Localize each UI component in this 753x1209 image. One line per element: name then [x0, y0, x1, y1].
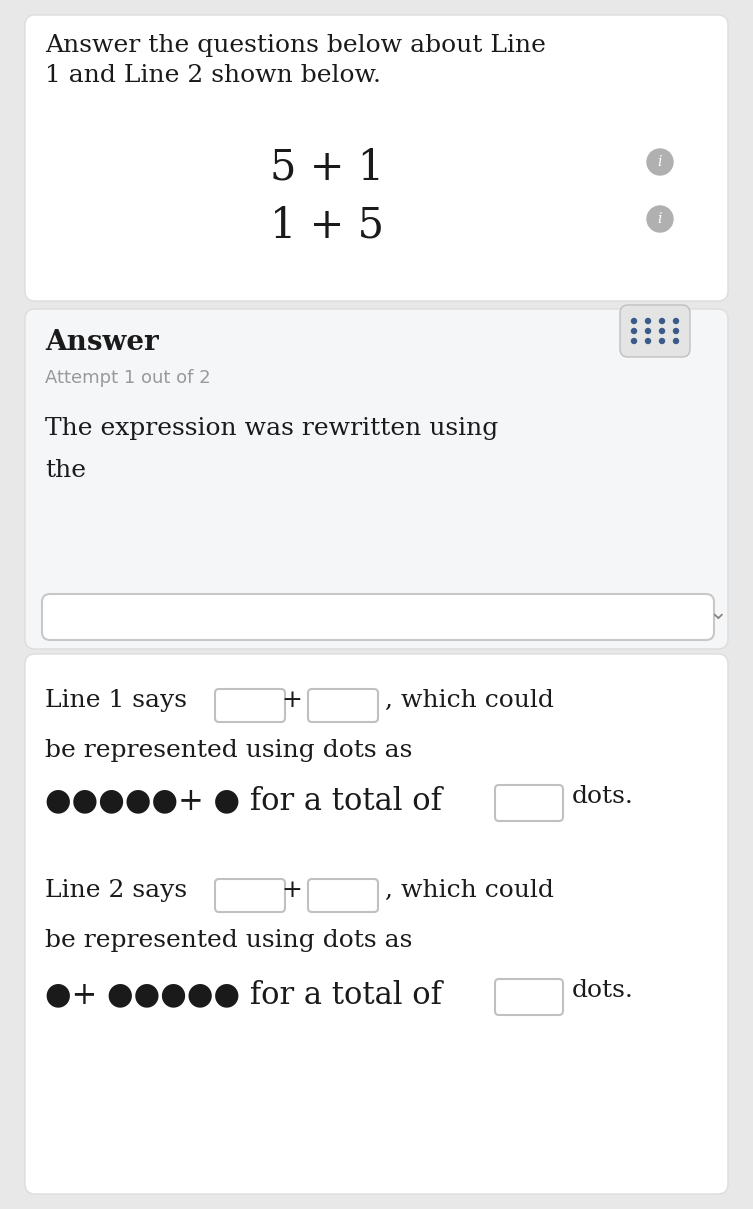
FancyBboxPatch shape: [308, 879, 378, 912]
Text: i: i: [658, 155, 662, 169]
Text: 5 + 1: 5 + 1: [270, 147, 384, 189]
Text: The expression was rewritten using: The expression was rewritten using: [45, 417, 498, 440]
Circle shape: [673, 339, 678, 343]
Text: be represented using dots as: be represented using dots as: [45, 929, 413, 951]
Text: , which could: , which could: [385, 689, 554, 712]
Circle shape: [645, 339, 651, 343]
Text: 1 and Line 2 shown below.: 1 and Line 2 shown below.: [45, 64, 381, 87]
Text: +: +: [282, 689, 303, 712]
Text: ⌄: ⌄: [709, 603, 727, 623]
Circle shape: [660, 329, 664, 334]
FancyBboxPatch shape: [42, 594, 714, 640]
FancyBboxPatch shape: [25, 654, 728, 1194]
Text: +: +: [282, 879, 303, 902]
Circle shape: [660, 339, 664, 343]
Circle shape: [647, 149, 673, 175]
Text: Line 1 says: Line 1 says: [45, 689, 187, 712]
Text: Line 2 says: Line 2 says: [45, 879, 187, 902]
Text: 1 + 5: 1 + 5: [270, 204, 384, 245]
Text: ●●●●●+ ● for a total of: ●●●●●+ ● for a total of: [45, 785, 442, 816]
Text: i: i: [658, 212, 662, 226]
Circle shape: [632, 318, 636, 324]
FancyBboxPatch shape: [495, 979, 563, 1016]
Text: ●+ ●●●●● for a total of: ●+ ●●●●● for a total of: [45, 979, 442, 1010]
Circle shape: [673, 318, 678, 324]
Circle shape: [673, 329, 678, 334]
FancyBboxPatch shape: [495, 785, 563, 821]
FancyBboxPatch shape: [25, 15, 728, 301]
Circle shape: [632, 329, 636, 334]
FancyBboxPatch shape: [215, 879, 285, 912]
FancyBboxPatch shape: [25, 310, 728, 649]
FancyBboxPatch shape: [215, 689, 285, 722]
Text: Answer the questions below about Line: Answer the questions below about Line: [45, 34, 546, 57]
Circle shape: [645, 318, 651, 324]
Circle shape: [645, 329, 651, 334]
FancyBboxPatch shape: [620, 305, 690, 357]
Text: dots.: dots.: [572, 785, 634, 808]
Circle shape: [632, 339, 636, 343]
Text: Attempt 1 out of 2: Attempt 1 out of 2: [45, 369, 211, 387]
FancyBboxPatch shape: [308, 689, 378, 722]
Text: be represented using dots as: be represented using dots as: [45, 739, 413, 762]
Text: Answer: Answer: [45, 329, 159, 355]
Circle shape: [660, 318, 664, 324]
Text: dots.: dots.: [572, 979, 634, 1002]
Text: the: the: [45, 459, 86, 482]
Circle shape: [647, 206, 673, 232]
Text: , which could: , which could: [385, 879, 554, 902]
